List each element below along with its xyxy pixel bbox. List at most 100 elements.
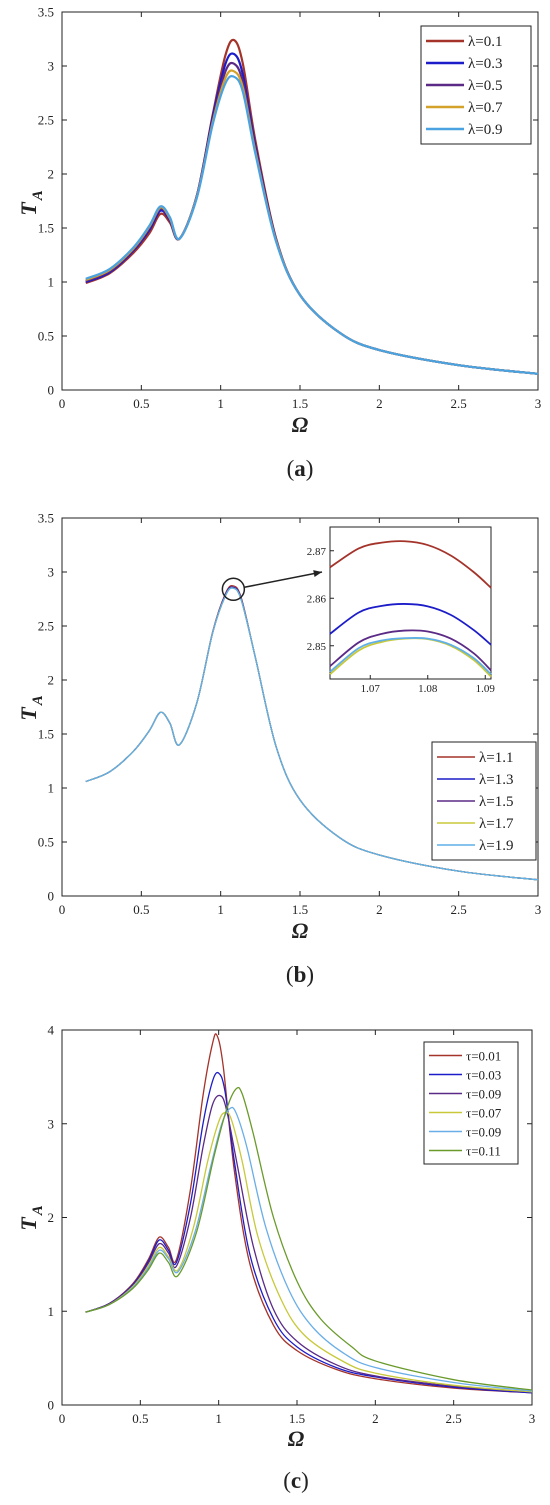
y-tick-label: 1 [48,781,55,796]
legend-entry-2: τ=0.03 [466,1068,501,1083]
y-axis-title: TA [16,695,46,720]
series-line-1 [85,1033,533,1394]
y-tick-label: 2 [48,673,55,688]
series-line-5 [85,74,539,375]
series-line-5 [85,587,539,881]
y-tick-label: 3 [48,59,55,74]
y-axis-title-subscript: A [30,695,46,706]
inset-zoom: 1.07 1.08 1.09 2.85 2.86 2.87 [307,526,495,695]
caption-open-paren: ( [283,1468,291,1493]
series-line-6 [85,1086,533,1391]
y-axis-title-group: TA [16,695,46,720]
legend-entry-3: λ=1.5 [479,794,513,810]
x-tick-label: 0 [59,1411,66,1426]
legend-entry-1: τ=0.01 [466,1049,501,1064]
y-tick-label: 1 [48,275,55,290]
legend-entry-1: λ=1.1 [479,750,513,766]
x-tick-label: 3 [535,902,542,917]
y-axis-title: TA [16,190,46,215]
series-line-4 [85,1111,533,1393]
legend-entry-3: τ=0.09 [466,1087,501,1102]
inset-x-tick-label: 1.08 [418,683,438,695]
inset-frame [329,526,492,680]
y-tick-label: 2.5 [38,619,54,634]
y-tick-label: 2 [48,167,55,182]
y-tick-label: 0.5 [38,329,54,344]
y-tick-label: 0 [48,383,55,398]
x-tick-label: 2.5 [451,396,467,411]
legend-entry-3: λ=0.5 [468,78,502,94]
x-tick-label: 3 [535,396,542,411]
zoom-arrow-line [244,571,323,589]
series-line-5 [85,1106,533,1392]
caption-letter: a [294,456,306,481]
panel-caption: (a) [287,456,314,481]
legend-entry-6: τ=0.11 [466,1144,501,1159]
series-line-2 [85,1071,533,1394]
x-tick-label: 0 [59,396,66,411]
caption-letter: b [294,962,307,987]
x-axis-title: Ω [292,918,309,943]
y-tick-label: 1.5 [38,221,54,236]
panel-caption: (b) [286,962,314,987]
x-tick-label: 1 [217,396,224,411]
y-tick-label: 3.5 [38,511,54,526]
legend-box [423,1041,519,1165]
zoom-circle [221,577,246,602]
inset-y-tick-label: 2.87 [307,546,327,558]
caption-letter: c [291,1468,301,1493]
panel-caption: (c) [283,1468,309,1493]
x-tick-label: 1 [215,1411,222,1426]
y-tick-label: 1.5 [38,727,54,742]
caption-close-paren: ) [306,962,314,987]
x-tick-label: 2 [376,396,383,411]
series-line-3 [85,1094,533,1393]
zoom-arrow-head [313,570,322,578]
caption-close-paren: ) [306,456,314,481]
x-axis-title: Ω [288,1426,305,1451]
x-tick-label: 1.5 [292,902,308,917]
legend-entry-4: λ=0.7 [468,100,503,116]
x-tick-label: 2 [376,902,383,917]
y-axis-title-group: TA [16,1205,46,1230]
y-tick-label: 3 [48,1116,55,1131]
x-axis-title: Ω [292,412,309,437]
legend-entry-5: λ=0.9 [468,122,502,138]
inset-series-line-3 [329,629,492,672]
panel-c: 0 0.5 1 1.5 2 2.5 3 0 1 2 3 4 Ω TA τ=0.01 τ=0.03 τ=0.09 τ… [16,1023,535,1494]
y-axis-title: TA [16,1205,46,1230]
x-tick-label: 1.5 [292,396,308,411]
y-axis-title-subscript: A [30,190,46,201]
inset-series-line-1 [329,540,492,589]
caption-close-paren: ) [301,1468,309,1493]
legend-entry-2: λ=0.3 [468,56,502,72]
legend-entry-5: τ=0.09 [466,1125,501,1140]
inset-series-line-5 [329,636,492,675]
x-tick-label: 1.5 [289,1411,305,1426]
y-tick-label: 0.5 [38,835,54,850]
y-tick-label: 0 [48,889,55,904]
y-tick-label: 0 [48,1398,55,1413]
legend-entry-2: λ=1.3 [479,772,513,788]
inset-x-tick-label: 1.07 [361,683,381,695]
inset-y-tick-label: 2.85 [307,641,327,653]
x-tick-label: 2 [372,1411,379,1426]
y-tick-label: 1 [48,1304,55,1319]
x-tick-label: 1 [217,902,224,917]
legend-entry-4: τ=0.07 [466,1106,502,1121]
x-tick-label: 0.5 [133,902,149,917]
x-tick-label: 2.5 [451,902,467,917]
x-tick-label: 3 [529,1411,536,1426]
y-axis-title-group: TA [16,190,46,215]
y-tick-label: 3 [48,565,55,580]
legend-entry-4: λ=1.7 [479,816,514,832]
x-tick-label: 0.5 [132,1411,148,1426]
caption-open-paren: ( [286,962,294,987]
inset-y-tick-label: 2.86 [307,593,327,605]
y-tick-label: 2 [48,1210,55,1225]
panel-b: 0 0.5 1 1.5 2 2.5 3 0 0.5 1 1.5 2 2.5 3 3.5 Ω TA λ=1.1 λ=1… [16,511,541,988]
panel-a: 0 0.5 1 1.5 2 2.5 3 0 0.5 1 1.5 2 2.5 3 3.5 Ω TA λ=0.1 λ=0… [16,5,541,482]
caption-open-paren: ( [287,456,295,481]
x-tick-label: 0.5 [133,396,149,411]
